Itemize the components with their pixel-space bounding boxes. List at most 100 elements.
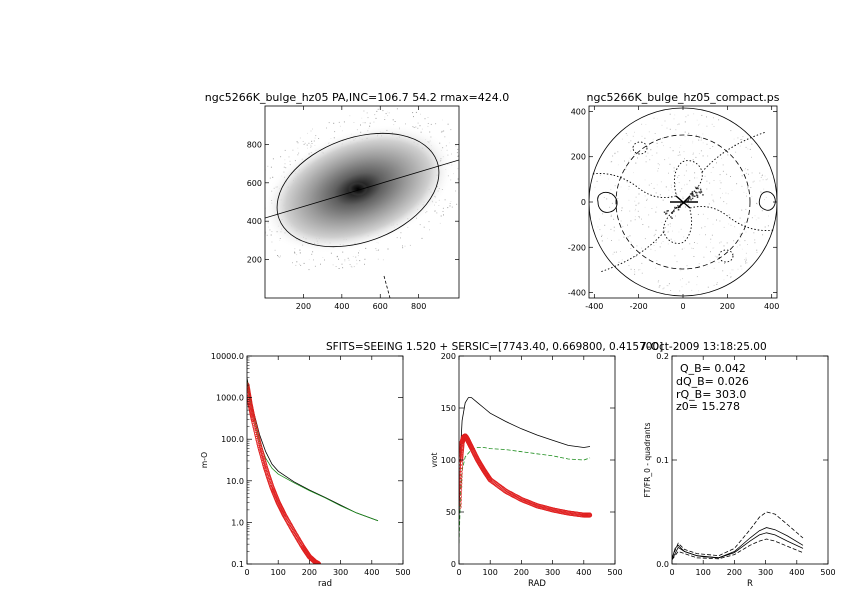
map-pixel [610,189,612,191]
plot-frame [246,355,404,565]
dotted-contour-bottom [663,205,693,244]
bar-pixel [690,199,692,201]
galaxy-minor-axis-dashed [383,275,391,298]
map-pixel [754,215,756,217]
map-pixel [656,142,658,144]
dotted-blob-bottom [718,249,734,263]
map-pixel [643,150,645,152]
map-pixel [718,209,720,211]
image-pixel [249,237,250,238]
map-pixel [634,200,636,202]
bar-pixel [694,195,696,197]
bar-pixel [663,211,666,213]
image-pixel [311,145,313,147]
map-pixel [632,147,634,149]
map-pixel [756,203,758,205]
map-pixel [744,169,746,171]
map-pixel [656,184,658,186]
map-pixel [750,187,752,188]
x-tick-label: 400 [576,568,591,577]
map-pixel [673,118,675,120]
bar-pixel [696,196,699,198]
image-pixel [351,266,353,268]
bar-pixel [688,197,690,200]
map-pixel [722,270,724,272]
image-pixel [405,123,406,125]
map-pixel [741,248,743,250]
bar-pixel [671,211,674,213]
map-pixel [653,187,655,189]
image-pixel [385,113,387,115]
plot-series-area [672,511,804,561]
map-pixel [634,273,636,275]
image-pixel [369,125,371,127]
map-pixel [740,139,742,141]
image-pixel [461,170,462,171]
compact-map-panel: ngc5266K_bulge_hz05_compact.ps -400 -200 0… [568,91,780,311]
map-pixel [695,156,697,158]
map-pixel [662,199,664,201]
image-pixel [263,243,264,244]
image-pixel [466,170,467,171]
map-pixel [674,133,676,135]
map-pixel [661,222,663,224]
map-pixel [748,173,749,175]
map-pixel [620,251,621,252]
z0-value-text: z0= 15.278 [676,400,740,413]
map-pixel [713,267,715,269]
map-pixel [679,154,681,156]
image-pixel [448,142,450,144]
map-pixel [621,210,623,212]
map-pixel [669,225,671,227]
image-pixel [277,255,279,256]
x-tick-label: 100 [483,568,498,577]
map-pixel [734,144,736,146]
map-pixel [710,172,712,173]
image-pixel [357,255,359,257]
torque-quadrants-plot: Q_B= 0.042 dQ_B= 0.026 rQ_B= 303.0 z0= 1… [643,352,836,589]
map-pixel [709,182,711,184]
image-pixel [464,146,465,147]
x-axis-label: rad [318,579,332,589]
image-pixel [421,237,423,239]
map-pixel [669,113,671,115]
map-pixel [737,137,739,139]
map-pixel [691,289,693,291]
map-pixel [641,247,643,249]
map-pixel [657,281,659,283]
map-pixel [741,138,743,140]
map-pixel [672,150,674,152]
map-pixel [739,233,741,235]
map-pixel [706,265,708,267]
map-pixel [751,195,753,197]
image-pixel [412,126,414,128]
x-tick-label: 500 [607,568,622,577]
map-pixel [692,140,694,142]
x-tick-label: 300 [758,568,773,577]
map-pixel [676,261,678,263]
map-pixel [618,261,620,263]
x-axis-label: R [747,579,753,589]
image-pixel [294,251,295,253]
map-pixel [630,220,632,222]
dotted-contour-top [673,160,703,199]
image-pixel [251,210,252,211]
map-pixel [737,268,739,270]
map-pixel [656,206,658,208]
map-pixel [602,213,604,215]
solid-contour-left [597,191,618,213]
map-pixel [650,248,652,250]
series-line-0 [247,377,379,522]
map-pixel [662,231,663,233]
map-pixel [759,172,761,174]
map-pixel [684,131,686,133]
x-tick-label: 500 [395,568,410,577]
map-pixel [662,137,663,139]
map-pixel [624,160,625,162]
image-pixel [472,163,473,164]
map-pixel [653,245,655,246]
map-pixel [730,176,731,177]
map-pixel [683,174,685,176]
map-pixel [677,154,679,156]
image-pixel [336,255,338,257]
